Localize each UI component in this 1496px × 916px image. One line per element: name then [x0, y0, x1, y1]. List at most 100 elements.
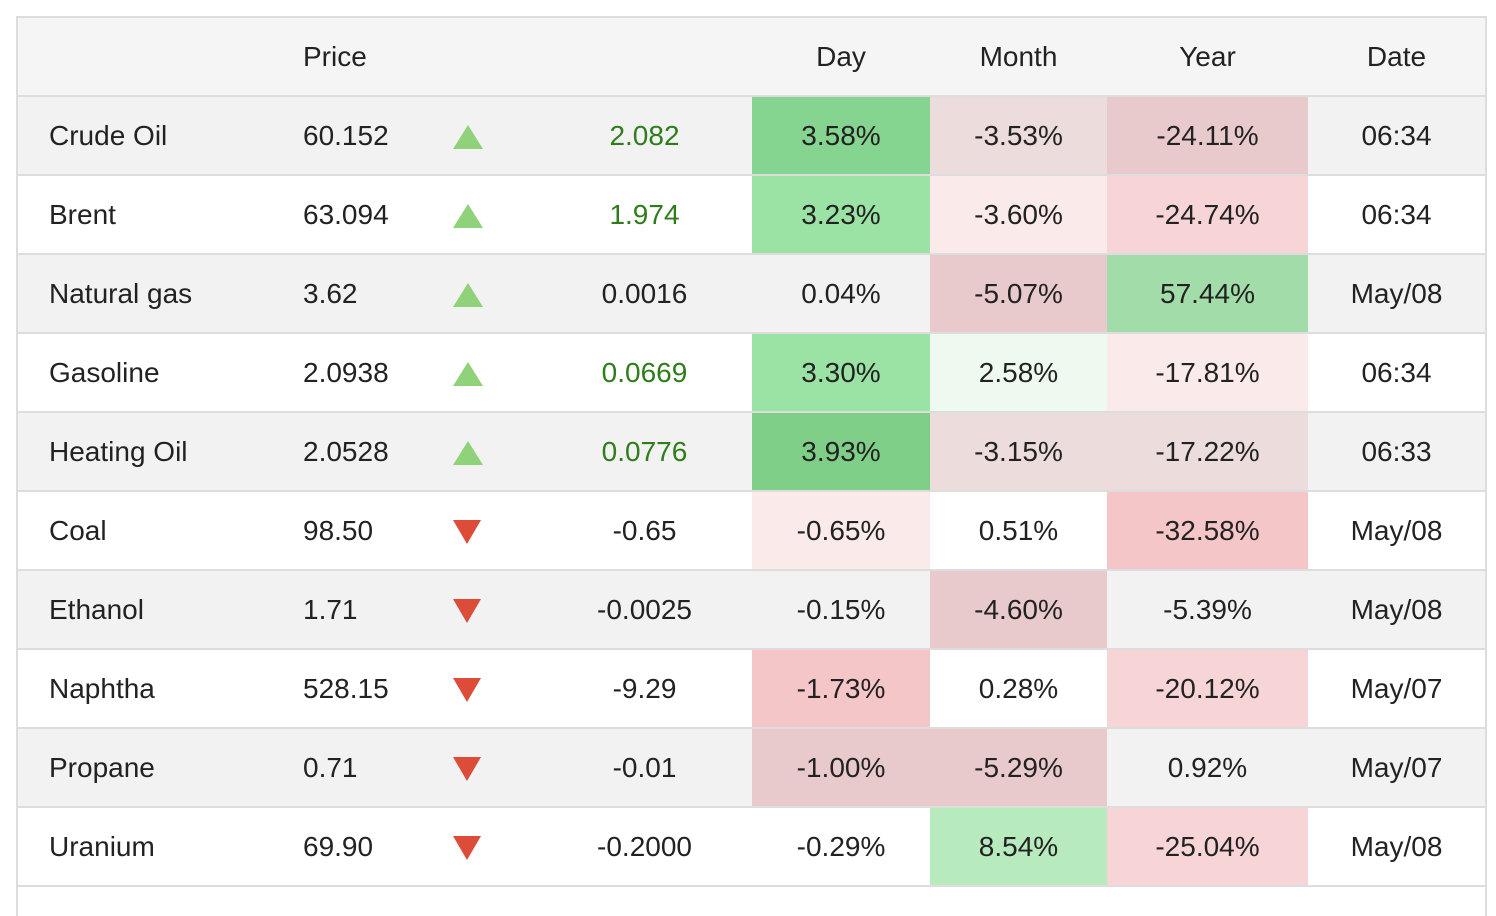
- table-row[interactable]: Natural gas 3.62 0.0016 0.04% -5.07% 57.44% Ma…: [18, 254, 1485, 334]
- year-percent-cell: -32.58%: [1107, 491, 1308, 571]
- triangle-up-icon: [453, 204, 483, 229]
- triangle-down-icon: [453, 757, 481, 782]
- header-price[interactable]: Price: [271, 18, 443, 97]
- month-percent-cell: 2.58%: [930, 333, 1107, 413]
- direction-cell: [443, 333, 537, 413]
- header-change: [537, 18, 752, 97]
- day-percent-cell: 0.04%: [752, 254, 930, 334]
- commodity-name-link[interactable]: Naphtha: [18, 649, 271, 729]
- date-cell: 06:33: [1308, 412, 1485, 492]
- month-percent-cell: 8.54%: [930, 807, 1107, 887]
- day-percent-cell: 3.30%: [752, 333, 930, 413]
- commodity-name-link[interactable]: Natural gas: [18, 254, 271, 334]
- price-cell: 60.152: [271, 96, 443, 176]
- day-percent-cell: -0.29%: [752, 807, 930, 887]
- direction-cell: [443, 412, 537, 492]
- year-percent-cell: -25.04%: [1107, 807, 1308, 887]
- triangle-down-icon: [453, 836, 481, 861]
- year-percent-cell: 57.44%: [1107, 254, 1308, 334]
- commodity-name-link[interactable]: Heating Oil: [18, 412, 271, 492]
- energy-prices-table: Price Day Month Year Date Crude Oil 60.15…: [18, 18, 1485, 887]
- commodity-name-link[interactable]: Ethanol: [18, 570, 271, 650]
- day-percent-cell: 3.23%: [752, 175, 930, 255]
- header-year[interactable]: Year: [1107, 18, 1308, 97]
- date-cell: May/08: [1308, 254, 1485, 334]
- direction-cell: [443, 649, 537, 729]
- month-percent-cell: -5.29%: [930, 728, 1107, 808]
- year-percent-cell: -24.11%: [1107, 96, 1308, 176]
- year-percent-cell: -17.81%: [1107, 333, 1308, 413]
- day-percent-cell: -0.65%: [752, 491, 930, 571]
- price-cell: 63.094: [271, 175, 443, 255]
- month-percent-cell: 0.51%: [930, 491, 1107, 571]
- year-percent-cell: -20.12%: [1107, 649, 1308, 729]
- date-cell: 06:34: [1308, 175, 1485, 255]
- header-row: Price Day Month Year Date: [18, 18, 1485, 97]
- triangle-up-icon: [453, 362, 483, 387]
- commodity-name-link[interactable]: Crude Oil: [18, 96, 271, 176]
- price-cell: 98.50: [271, 491, 443, 571]
- direction-cell: [443, 570, 537, 650]
- header-month[interactable]: Month: [930, 18, 1107, 97]
- triangle-up-icon: [453, 125, 483, 150]
- table-row[interactable]: Gasoline 2.0938 0.0669 3.30% 2.58% -17.81% 06:…: [18, 333, 1485, 413]
- year-percent-cell: 0.92%: [1107, 728, 1308, 808]
- table-row[interactable]: Uranium 69.90 -0.2000 -0.29% 8.54% -25.04% May…: [18, 807, 1485, 887]
- change-cell: 0.0776: [537, 412, 752, 492]
- date-cell: 06:34: [1308, 96, 1485, 176]
- change-cell: 0.0669: [537, 333, 752, 413]
- commodity-name-link[interactable]: Gasoline: [18, 333, 271, 413]
- date-cell: May/08: [1308, 570, 1485, 650]
- commodity-name-link[interactable]: Coal: [18, 491, 271, 571]
- change-cell: 1.974: [537, 175, 752, 255]
- change-cell: 2.082: [537, 96, 752, 176]
- commodity-name-link[interactable]: Uranium: [18, 807, 271, 887]
- change-cell: -0.0025: [537, 570, 752, 650]
- header-date[interactable]: Date: [1308, 18, 1485, 97]
- table-row[interactable]: Brent 63.094 1.974 3.23% -3.60% -24.74% 06:34: [18, 175, 1485, 255]
- date-cell: May/07: [1308, 649, 1485, 729]
- table-row[interactable]: Propane 0.71 -0.01 -1.00% -5.29% 0.92% May/07: [18, 728, 1485, 808]
- change-cell: -0.2000: [537, 807, 752, 887]
- table-row[interactable]: Ethanol 1.71 -0.0025 -0.15% -4.60% -5.39% May/…: [18, 570, 1485, 650]
- price-cell: 3.62: [271, 254, 443, 334]
- table-body: Crude Oil 60.152 2.082 3.58% -3.53% -24.11% 06…: [18, 96, 1485, 887]
- change-cell: 0.0016: [537, 254, 752, 334]
- triangle-up-icon: [453, 283, 483, 308]
- commodity-name-link[interactable]: Propane: [18, 728, 271, 808]
- direction-cell: [443, 728, 537, 808]
- month-percent-cell: -3.15%: [930, 412, 1107, 492]
- commodity-name-link[interactable]: Brent: [18, 175, 271, 255]
- header-arrow: [443, 18, 537, 97]
- year-percent-cell: -17.22%: [1107, 412, 1308, 492]
- change-cell: -0.01: [537, 728, 752, 808]
- month-percent-cell: -3.53%: [930, 96, 1107, 176]
- month-percent-cell: -4.60%: [930, 570, 1107, 650]
- direction-cell: [443, 175, 537, 255]
- table-row[interactable]: Crude Oil 60.152 2.082 3.58% -3.53% -24.11% 06…: [18, 96, 1485, 176]
- direction-cell: [443, 491, 537, 571]
- date-cell: May/08: [1308, 807, 1485, 887]
- triangle-up-icon: [453, 441, 483, 466]
- change-cell: -0.65: [537, 491, 752, 571]
- month-percent-cell: -5.07%: [930, 254, 1107, 334]
- day-percent-cell: 3.93%: [752, 412, 930, 492]
- price-cell: 2.0528: [271, 412, 443, 492]
- header-day[interactable]: Day: [752, 18, 930, 97]
- year-percent-cell: -5.39%: [1107, 570, 1308, 650]
- table-row[interactable]: Naphtha 528.15 -9.29 -1.73% 0.28% -20.12% May/…: [18, 649, 1485, 729]
- date-cell: May/08: [1308, 491, 1485, 571]
- direction-cell: [443, 96, 537, 176]
- price-cell: 69.90: [271, 807, 443, 887]
- day-percent-cell: -1.73%: [752, 649, 930, 729]
- day-percent-cell: -0.15%: [752, 570, 930, 650]
- month-percent-cell: 0.28%: [930, 649, 1107, 729]
- date-cell: May/07: [1308, 728, 1485, 808]
- year-percent-cell: -24.74%: [1107, 175, 1308, 255]
- direction-cell: [443, 807, 537, 887]
- month-percent-cell: -3.60%: [930, 175, 1107, 255]
- direction-cell: [443, 254, 537, 334]
- table-row[interactable]: Heating Oil 2.0528 0.0776 3.93% -3.15% -17.22…: [18, 412, 1485, 492]
- table-row[interactable]: Coal 98.50 -0.65 -0.65% 0.51% -32.58% May/08: [18, 491, 1485, 571]
- day-percent-cell: 3.58%: [752, 96, 930, 176]
